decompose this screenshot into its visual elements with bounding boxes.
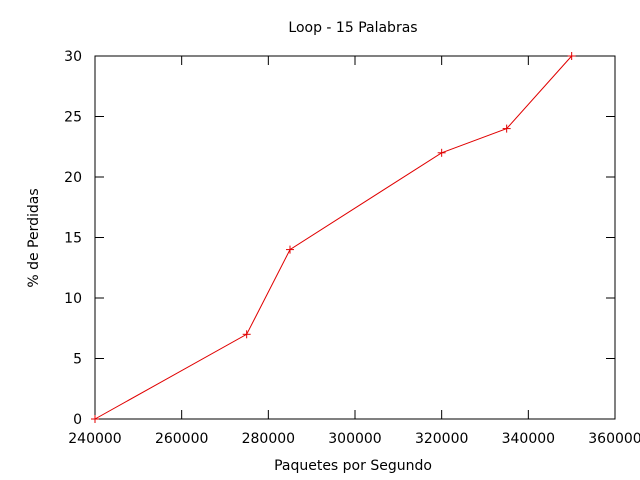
x-tick-label: 300000: [328, 431, 381, 447]
chart-title: Loop - 15 Palabras: [288, 20, 417, 36]
y-tick-label: 25: [64, 110, 82, 126]
x-tick-label: 360000: [588, 431, 640, 447]
x-tick-label: 320000: [415, 431, 468, 447]
x-tick-label: 340000: [502, 431, 555, 447]
data-point: [437, 148, 446, 157]
x-axis: 240000 260000 280000 300000 320000 340000 3600…: [68, 56, 640, 447]
y-tick-label: 10: [64, 291, 82, 307]
data-point: [567, 52, 576, 60]
y-tick-label: 15: [64, 231, 82, 247]
x-axis-title: Paquetes por Segundo: [274, 458, 432, 474]
y-tick-label: 5: [73, 352, 82, 368]
x-tick-label: 260000: [155, 431, 208, 447]
data-point: [286, 245, 294, 254]
data-point: [91, 415, 99, 423]
series-layer: [91, 52, 576, 423]
x-tick-label: 280000: [242, 431, 295, 447]
data-point: [502, 124, 511, 133]
plot-frame: [94, 55, 616, 420]
y-tick-label: 30: [64, 49, 82, 65]
y-axis-title: % de Perdidas: [26, 188, 42, 287]
data-point: [242, 330, 251, 339]
y-axis: 0 5 10 15 20 25 30: [64, 49, 615, 428]
x-tick-label: 240000: [68, 431, 121, 447]
y-tick-label: 0: [73, 412, 82, 428]
y-tick-label: 20: [64, 170, 82, 186]
series-line: [94, 55, 573, 420]
